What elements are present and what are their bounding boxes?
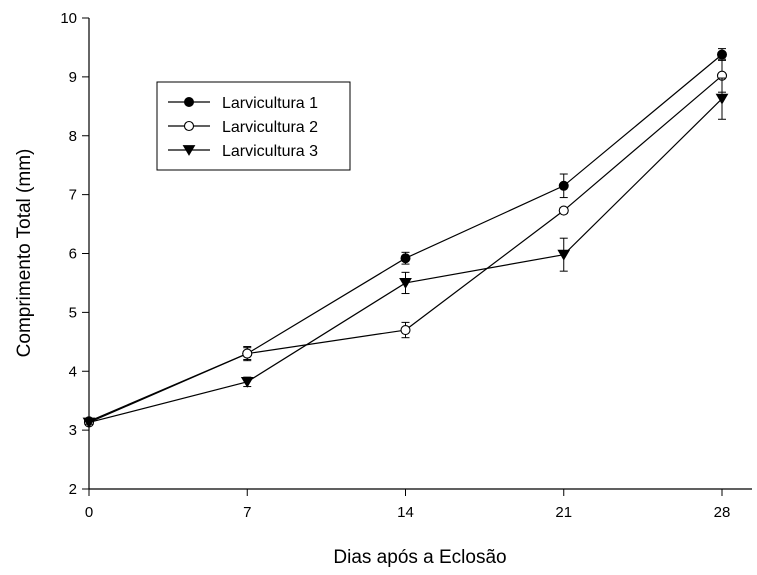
legend-label-2: Larvicultura 2 [222, 119, 318, 136]
x-tick-label-0: 0 [85, 504, 93, 521]
legend-label-3: Larvicultura 3 [222, 143, 318, 160]
x-tick-label-28: 28 [714, 504, 731, 521]
y-tick-label-4: 4 [69, 363, 77, 380]
x-tick-label-7: 7 [243, 504, 251, 521]
series-3 [82, 77, 729, 429]
data-point [242, 348, 253, 359]
y-tick-label-10: 10 [60, 10, 77, 27]
legend-label-1: Larvicultura 1 [222, 95, 318, 112]
data-point [400, 253, 411, 264]
data-point [715, 93, 729, 105]
legend-marker-2 [183, 120, 195, 132]
legend-marker-1 [184, 97, 194, 107]
data-point [558, 205, 569, 216]
data-point [400, 324, 411, 336]
data-point [399, 278, 412, 289]
data-point [717, 49, 727, 60]
y-axis-title: Comprimento Total (mm) [14, 149, 35, 358]
y-tick-label-8: 8 [69, 128, 77, 145]
data-point [82, 417, 96, 429]
x-tick-label-14: 14 [397, 504, 414, 521]
y-tick-label-5: 5 [69, 304, 77, 321]
y-tick-label-9: 9 [69, 69, 77, 86]
data-point [558, 180, 569, 191]
y-tick-label-2: 2 [69, 481, 77, 498]
y-tick-label-6: 6 [69, 246, 77, 263]
series-layer [82, 48, 729, 429]
legend: Larvicultura 1 Larvicultura 2 Larvicultura… [156, 81, 351, 171]
y-tick-label-7: 7 [69, 187, 77, 204]
legend-marker-3 [182, 145, 196, 156]
x-tick-label-21: 21 [555, 504, 572, 521]
x-axis-title: Dias após a Eclosão [333, 547, 506, 568]
y-axis-ticks: 2 3 4 5 6 7 8 9 10 [60, 10, 89, 498]
data-point [557, 249, 571, 261]
y-tick-label-3: 3 [69, 422, 77, 439]
data-point [240, 376, 254, 388]
x-axis-ticks: 0 7 14 21 28 [85, 489, 731, 521]
